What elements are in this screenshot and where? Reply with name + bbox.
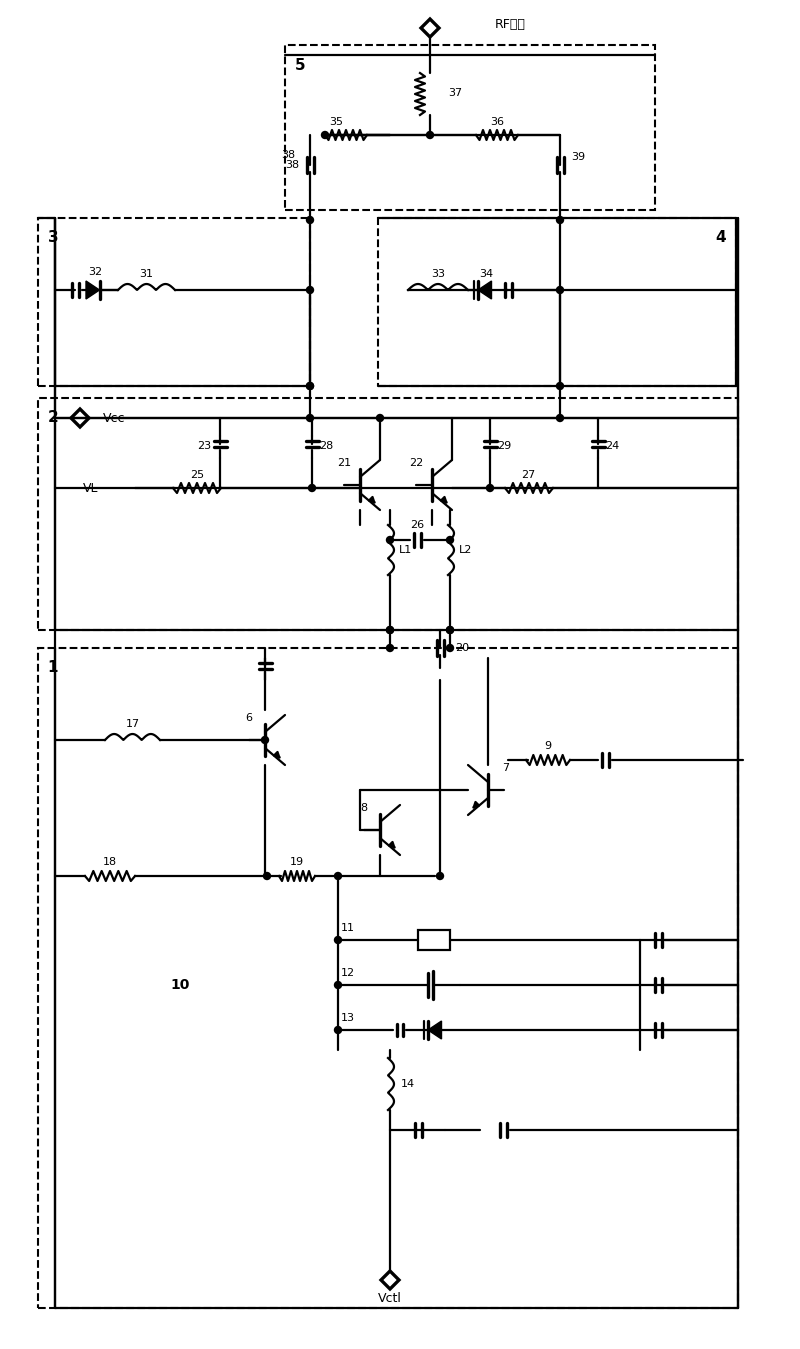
Text: 14: 14 (401, 1079, 415, 1089)
Text: 10: 10 (170, 978, 190, 992)
Circle shape (386, 537, 394, 544)
Circle shape (334, 936, 342, 943)
Text: 5: 5 (294, 58, 306, 73)
Circle shape (306, 383, 314, 390)
Text: 28: 28 (319, 441, 333, 451)
Circle shape (334, 873, 342, 880)
Circle shape (334, 1027, 342, 1033)
Text: 6: 6 (246, 714, 253, 723)
Text: 3: 3 (48, 231, 58, 246)
Circle shape (426, 131, 434, 139)
Circle shape (377, 414, 383, 421)
Circle shape (306, 383, 314, 390)
Text: 7: 7 (502, 764, 510, 773)
Polygon shape (428, 1021, 442, 1039)
Circle shape (334, 982, 342, 989)
Bar (285, 45, 655, 210)
Text: L2: L2 (459, 545, 473, 554)
Circle shape (322, 131, 329, 139)
Circle shape (446, 537, 454, 544)
Circle shape (446, 626, 454, 634)
Text: RF输出: RF输出 (495, 19, 526, 31)
Circle shape (557, 383, 563, 390)
Circle shape (386, 626, 394, 634)
Text: 13: 13 (341, 1013, 355, 1023)
Text: 1: 1 (48, 661, 58, 676)
Text: 33: 33 (431, 268, 445, 279)
Circle shape (386, 645, 394, 652)
Circle shape (446, 645, 454, 652)
Circle shape (557, 216, 563, 224)
Text: VL: VL (83, 482, 98, 495)
Text: 18: 18 (103, 857, 117, 867)
Text: 24: 24 (605, 441, 619, 451)
Text: L1: L1 (399, 545, 413, 554)
Circle shape (557, 286, 563, 294)
Text: 38: 38 (281, 150, 295, 161)
Polygon shape (478, 281, 491, 299)
Text: 2: 2 (48, 410, 58, 425)
Text: 36: 36 (490, 117, 504, 127)
Text: 17: 17 (126, 719, 140, 728)
Bar (38, 219, 310, 386)
Circle shape (437, 873, 443, 880)
Text: 32: 32 (88, 267, 102, 277)
Text: Vctl: Vctl (378, 1291, 402, 1304)
Polygon shape (86, 281, 99, 299)
Circle shape (386, 626, 394, 634)
Text: 29: 29 (497, 441, 511, 451)
Circle shape (306, 216, 314, 224)
Text: 34: 34 (479, 268, 493, 279)
Text: 35: 35 (329, 117, 343, 127)
Bar (378, 219, 736, 386)
Text: 26: 26 (410, 519, 424, 530)
Text: Vcc: Vcc (103, 411, 126, 425)
Text: 4: 4 (716, 231, 726, 246)
Text: 8: 8 (361, 803, 367, 813)
Text: 12: 12 (341, 969, 355, 978)
Circle shape (262, 737, 269, 743)
Circle shape (486, 484, 494, 491)
Text: 25: 25 (190, 469, 204, 480)
Circle shape (306, 414, 314, 421)
Circle shape (309, 484, 315, 491)
Text: 9: 9 (545, 741, 551, 751)
Text: 19: 19 (290, 857, 304, 867)
Bar (418, 929, 450, 950)
Circle shape (306, 286, 314, 294)
Circle shape (557, 414, 563, 421)
Bar (38, 398, 738, 630)
Text: 39: 39 (571, 152, 585, 162)
Text: 20: 20 (455, 643, 469, 653)
Circle shape (263, 873, 270, 880)
Text: 22: 22 (409, 459, 423, 468)
Text: 11: 11 (341, 923, 355, 934)
Text: 27: 27 (521, 469, 535, 480)
Circle shape (446, 626, 454, 634)
Text: 21: 21 (337, 459, 351, 468)
Bar (38, 648, 738, 1309)
Text: 38: 38 (285, 161, 299, 170)
Text: 31: 31 (139, 268, 153, 279)
Text: 23: 23 (197, 441, 211, 451)
Text: 37: 37 (448, 88, 462, 98)
